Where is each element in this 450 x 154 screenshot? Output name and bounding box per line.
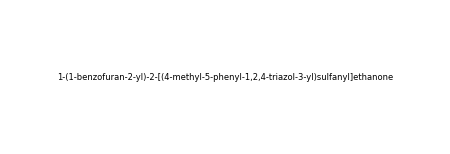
Text: 1-(1-benzofuran-2-yl)-2-[(4-methyl-5-phenyl-1,2,4-triazol-3-yl)sulfanyl]ethanone: 1-(1-benzofuran-2-yl)-2-[(4-methyl-5-phe… xyxy=(57,73,393,81)
